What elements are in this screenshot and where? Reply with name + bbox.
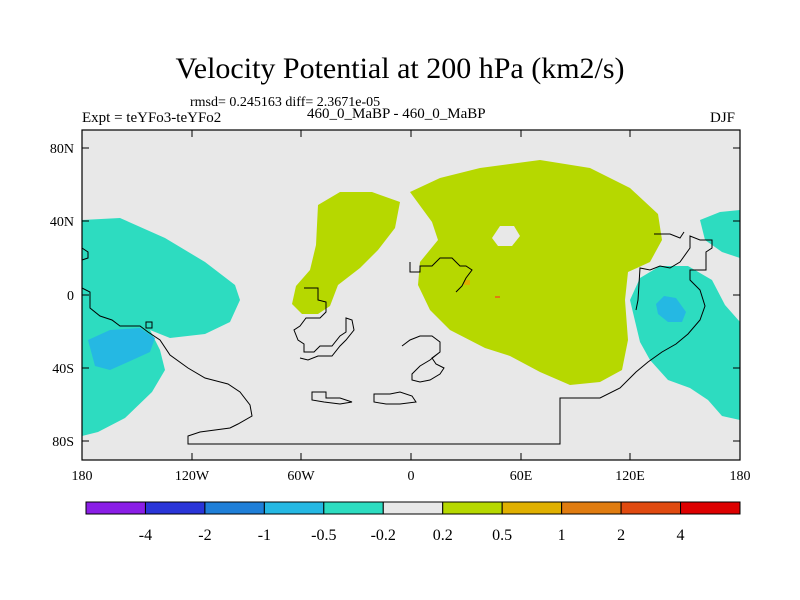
- positive-region-atlantic: [292, 192, 400, 314]
- x-tick-label-3: 0: [408, 469, 415, 484]
- colorbar-label-3: -0.5: [311, 527, 336, 544]
- colorbar-swatch-0: [85, 501, 146, 515]
- colorbar-label-7: 1: [558, 527, 566, 544]
- case-label: 460_0_MaBP - 460_0_MaBP: [307, 106, 486, 122]
- y-tick-label-1: 40N: [50, 215, 74, 230]
- colorbar-swatch-1: [144, 501, 206, 515]
- chart-title: Velocity Potential at 200 hPa (km2/s): [175, 52, 625, 85]
- negative-region-pacific-west: [82, 218, 240, 436]
- x-tick-label-2: 60W: [287, 469, 315, 484]
- colorbar-label-6: 0.5: [492, 527, 512, 544]
- x-tick-label-0: 180: [72, 469, 93, 484]
- y-tick-label-0: 80N: [50, 142, 74, 157]
- x-tick-label-6: 180: [730, 469, 751, 484]
- colorbar-swatch-5: [382, 501, 444, 515]
- negative-core-east: [656, 296, 686, 322]
- stats-label: rmsd= 0.245163 diff= 2.3671e-05: [190, 95, 381, 110]
- positive-region-africa-asia: [410, 160, 662, 385]
- positive-region-hole: [492, 226, 520, 246]
- negative-core-pacific-west: [88, 328, 155, 370]
- y-tick-label-4: 80S: [52, 435, 74, 450]
- colorbar-swatch-2: [204, 501, 265, 515]
- x-tick-label-4: 60E: [510, 469, 533, 484]
- colorbar-swatch-6: [442, 501, 503, 515]
- positive-dot-1: [464, 280, 470, 285]
- colorbar-swatches: [85, 501, 741, 515]
- negative-region-east-top: [700, 210, 740, 258]
- colorbar-label-9: 4: [677, 527, 685, 544]
- colorbar-swatch-9: [620, 501, 682, 515]
- x-axis: [81, 130, 741, 460]
- y-tick-label-3: 40S: [52, 362, 74, 377]
- experiment-label: Expt = teYFo3-teYFo2: [82, 110, 222, 126]
- y-tick-label-2: 0: [67, 289, 74, 304]
- colorbar-label-0: -4: [139, 527, 152, 544]
- colorbar-swatch-3: [263, 501, 325, 515]
- colorbar-label-1: -2: [198, 527, 211, 544]
- x-tick-label-1: 120W: [175, 469, 210, 484]
- colorbar-label-8: 2: [617, 527, 625, 544]
- positive-dot-2: [495, 296, 500, 298]
- colorbar-swatch-4: [323, 501, 384, 515]
- colorbar-swatch-7: [501, 501, 563, 515]
- colorbar-swatch-10: [680, 501, 741, 515]
- y-axis: [82, 147, 740, 442]
- colorbar-label-2: -1: [258, 527, 271, 544]
- colorbar-label-4: -0.2: [371, 527, 396, 544]
- colorbar-swatch-8: [561, 501, 622, 515]
- coastlines: [81, 231, 713, 445]
- colorbar-label-5: 0.2: [433, 527, 453, 544]
- x-tick-label-5: 120E: [615, 469, 645, 484]
- season-label: DJF: [710, 110, 736, 126]
- colorbar-labels: -4 -2 -1 -0.5 -0.2 0.2 0.5 1 2 4: [139, 527, 685, 544]
